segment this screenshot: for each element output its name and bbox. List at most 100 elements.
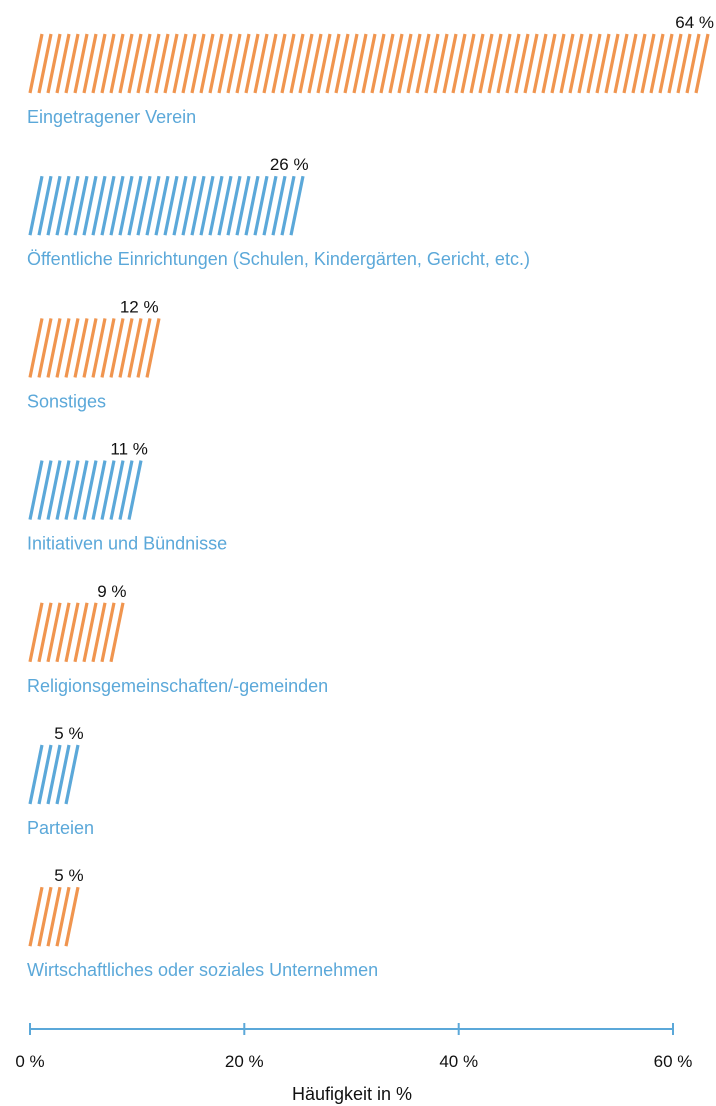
bar-stripe <box>127 460 143 520</box>
bar-stripe <box>118 175 134 236</box>
bar-stripe <box>37 33 53 94</box>
bar-stripe <box>244 33 260 94</box>
bar-stripe <box>217 33 233 94</box>
bar-stripe <box>226 175 242 236</box>
bar-stripe <box>37 886 53 947</box>
bar-stripe <box>496 33 512 94</box>
bar-stripe <box>91 33 107 94</box>
bar-stripe <box>46 33 62 94</box>
bar-stripe <box>235 33 251 94</box>
bar-stripe <box>181 175 197 236</box>
bar-stripe <box>64 33 80 94</box>
x-axis: 0 % 20 % 40 % 60 % <box>15 1023 692 1071</box>
bar-stripe <box>55 33 71 94</box>
bar-stripe <box>424 33 440 94</box>
bar-stripe <box>433 33 449 94</box>
bar-stripe <box>64 460 80 520</box>
bar-stripe <box>100 602 116 663</box>
bar-1 <box>28 33 710 94</box>
bar-stripe <box>676 33 692 94</box>
bar-stripe <box>37 744 53 805</box>
bar-stripe <box>226 33 242 94</box>
bar-stripe <box>82 33 98 94</box>
bar-stripe <box>118 318 134 378</box>
x-tick-label: 60 % <box>654 1052 693 1071</box>
bar-stripe <box>604 33 620 94</box>
bar-stripe <box>55 602 71 663</box>
category-label: Öffentliche Einrichtungen (Schulen, Kind… <box>27 249 530 269</box>
bar-stripe <box>289 175 305 236</box>
bar-stripe <box>253 175 269 236</box>
bar-stripe <box>73 33 89 94</box>
bar-stripe <box>559 33 575 94</box>
bar-stripe <box>73 175 89 236</box>
bar-3 <box>28 318 161 378</box>
bar-stripe <box>172 175 188 236</box>
bar-stripe <box>190 33 206 94</box>
bar-stripe <box>406 33 422 94</box>
bar-stripe <box>64 602 80 663</box>
bar-stripe <box>487 33 503 94</box>
bar-stripe <box>46 744 62 805</box>
bar-stripe <box>271 33 287 94</box>
bar-7 <box>28 886 80 947</box>
bar-4 <box>28 460 143 520</box>
bar-value-label: 26 % <box>270 155 309 174</box>
bar-stripe <box>415 33 431 94</box>
bar-stripe <box>640 33 656 94</box>
bar-value-label: 12 % <box>120 297 159 316</box>
bar-stripe <box>334 33 350 94</box>
bar-stripe <box>109 602 125 663</box>
bar-stripe <box>658 33 674 94</box>
bar-stripe <box>505 33 521 94</box>
bar-stripe <box>46 460 62 520</box>
bar-value-label: 5 % <box>54 866 83 885</box>
x-tick-label: 40 % <box>439 1052 478 1071</box>
bar-stripe <box>46 175 62 236</box>
x-tick-label: 20 % <box>225 1052 264 1071</box>
bar-stripe <box>64 175 80 236</box>
bar-stripe <box>379 33 395 94</box>
bar-stripe <box>298 33 314 94</box>
bar-stripe <box>568 33 584 94</box>
x-tick-label: 0 % <box>15 1052 44 1071</box>
bar-stripe <box>145 33 161 94</box>
bar-stripe <box>622 33 638 94</box>
bar-stripe <box>460 33 476 94</box>
bar-stripe <box>595 33 611 94</box>
bar-stripe <box>613 33 629 94</box>
bar-stripe <box>271 175 287 236</box>
bar-stripe <box>262 33 278 94</box>
bar-stripe <box>172 33 188 94</box>
bar-stripe <box>91 460 107 520</box>
bar-stripe <box>37 318 53 378</box>
bar-stripe <box>163 33 179 94</box>
bar-stripe <box>577 33 593 94</box>
category-label: Sonstiges <box>27 391 106 411</box>
bar-stripe <box>73 318 89 378</box>
bar-stripe <box>154 33 170 94</box>
bar-stripe <box>136 318 152 378</box>
bar-stripe <box>523 33 539 94</box>
bar-stripe <box>280 175 296 236</box>
bar-stripe <box>154 175 170 236</box>
bar-stripe <box>253 33 269 94</box>
bar-stripe <box>370 33 386 94</box>
bar-stripe <box>208 33 224 94</box>
bar-stripe <box>550 33 566 94</box>
bar-stripe <box>343 33 359 94</box>
bar-2 <box>28 175 305 236</box>
bar-stripe <box>100 460 116 520</box>
bar-stripe <box>37 602 53 663</box>
bar-stripe <box>325 33 341 94</box>
bar-6 <box>28 744 80 805</box>
bar-stripe <box>100 33 116 94</box>
bar-5 <box>28 602 125 663</box>
bar-stripe <box>28 33 44 94</box>
category-label: Parteien <box>27 818 94 838</box>
bar-stripe <box>514 33 530 94</box>
bar-stripe <box>289 33 305 94</box>
bar-stripe <box>586 33 602 94</box>
category-label: Wirtschaftliches oder soziales Unternehm… <box>27 960 378 980</box>
bar-stripe <box>244 175 260 236</box>
